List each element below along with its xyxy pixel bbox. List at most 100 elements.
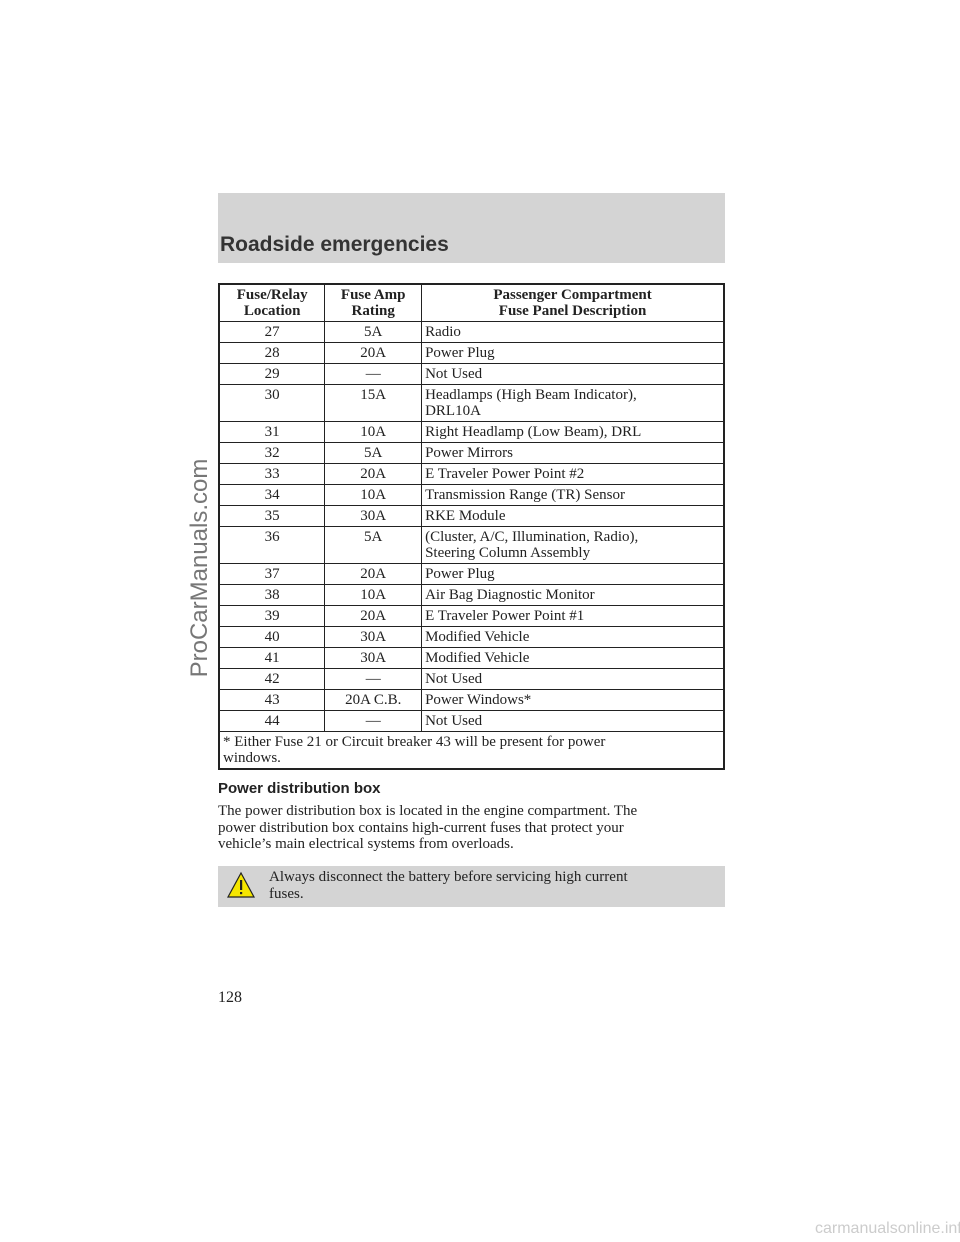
warning-box: Always disconnect the battery before ser… xyxy=(218,866,725,907)
description-line: Radio xyxy=(425,324,461,340)
warning-line: fuses. xyxy=(269,885,304,902)
footnote-line: windows. xyxy=(223,750,281,766)
description: Power Mirrors xyxy=(421,442,725,464)
description-line: DRL10A xyxy=(425,403,481,419)
description: Power Plug xyxy=(421,342,725,364)
fuse-location: 39 xyxy=(218,605,326,627)
header-line: Passenger Compartment xyxy=(493,287,652,303)
table-row: 44— Not Used xyxy=(218,710,725,732)
description: Not Used xyxy=(421,363,725,385)
description-line: RKE Module xyxy=(425,508,506,524)
description: RKE Module xyxy=(421,505,725,527)
table-row: 39 20A E Traveler Power Point #1 xyxy=(218,605,725,627)
amp-rating: 30A xyxy=(324,647,423,669)
table-row: 40 30A Modified Vehicle xyxy=(218,626,725,648)
table-row: 42— Not Used xyxy=(218,668,725,690)
description: (Cluster, A/C, Illumination, Radio), Stee… xyxy=(421,526,725,564)
header-line: Fuse Amp xyxy=(340,287,406,303)
fuse-location: 40 xyxy=(218,626,326,648)
column-header: Fuse Amp Rating xyxy=(324,283,423,322)
description: Not Used xyxy=(421,710,725,732)
description: Headlamps (High Beam Indicator), DRL10A xyxy=(421,384,725,422)
header-row: Fuse/Relay Location Fuse Amp Rating Passenge… xyxy=(218,283,725,322)
fuse-location: 37 xyxy=(218,563,326,585)
description-line: E Traveler Power Point #2 xyxy=(425,466,585,482)
warning-icon xyxy=(226,871,256,898)
paragraph: The power distribution box is located in… xyxy=(218,803,725,853)
amp-rating: 5A xyxy=(324,321,423,343)
description: Modified Vehicle xyxy=(421,647,725,669)
table-row: 32 5A Power Mirrors xyxy=(218,442,725,464)
amp-rating: 20A xyxy=(324,342,423,364)
description: Right Headlamp (Low Beam), DRL xyxy=(421,421,725,443)
amp-rating: 20A C.B. xyxy=(324,689,423,711)
fuse-location: 32 xyxy=(218,442,326,464)
page-number: 128 xyxy=(218,989,242,1006)
footer-watermark: carmanualsonline.info xyxy=(815,1220,960,1237)
description-line: Not Used xyxy=(425,713,483,729)
fuse-location: 30 xyxy=(218,384,326,422)
fuse-table: Fuse/Relay Location Fuse Amp Rating Passenge… xyxy=(218,283,725,770)
table-row: 41 30A Modified Vehicle xyxy=(218,647,725,669)
fuse-location: 38 xyxy=(218,584,326,606)
description: Radio xyxy=(421,321,725,343)
table-row: 35 30A RKE Module xyxy=(218,505,725,527)
table-row: 31 10A Right Headlamp (Low Beam), DRL xyxy=(218,421,725,443)
description-line: Steering Column Assembly xyxy=(425,545,591,561)
description-line: Transmission Range (TR) Sensor xyxy=(425,487,625,503)
amp-rating: — xyxy=(324,668,423,690)
header-line: Fuse/Relay xyxy=(236,287,308,303)
column-header: Passenger Compartment Fuse Panel Descript… xyxy=(421,283,725,322)
description-line: Modified Vehicle xyxy=(425,629,530,645)
warning-text: Always disconnect the battery before ser… xyxy=(269,869,628,902)
column-header: Fuse/Relay Location xyxy=(218,283,326,322)
fuse-location: 28 xyxy=(218,342,326,364)
amp-rating: 15A xyxy=(324,384,423,422)
description-line: Power Windows* xyxy=(425,692,532,708)
header-bar: Roadside emergencies xyxy=(218,193,725,263)
fuse-location: 34 xyxy=(218,484,326,506)
table-row: 28 20A Power Plug xyxy=(218,342,725,364)
description: Power Windows* xyxy=(421,689,725,711)
fuse-location: 41 xyxy=(218,647,326,669)
description-line: Right Headlamp (Low Beam), DRL xyxy=(425,424,642,440)
header-line: Rating xyxy=(351,303,395,319)
amp-rating: 5A xyxy=(324,442,423,464)
description-line: Not Used xyxy=(425,671,483,687)
table-row: 38 10A Air Bag Diagnostic Monitor xyxy=(218,584,725,606)
watermark: ProCarManuals.com xyxy=(186,458,213,678)
fuse-location: 33 xyxy=(218,463,326,485)
fuse-location: 27 xyxy=(218,321,326,343)
fuse-location: 42 xyxy=(218,668,326,690)
fuse-location: 43 xyxy=(218,689,326,711)
description: Power Plug xyxy=(421,563,725,585)
amp-rating: 20A xyxy=(324,605,423,627)
footnote-row: * Either Fuse 21 or Circuit breaker 43 w… xyxy=(218,731,725,770)
description-line: (Cluster, A/C, Illumination, Radio), xyxy=(425,529,639,545)
description: Transmission Range (TR) Sensor xyxy=(421,484,725,506)
table-row: 36 5A (Cluster, A/C, Illumination, Radio),… xyxy=(218,526,725,564)
description-line: Headlamps (High Beam Indicator), xyxy=(425,387,637,403)
warning-line: Always disconnect the battery before ser… xyxy=(269,869,628,885)
amp-rating: — xyxy=(324,710,423,732)
amp-rating: 20A xyxy=(324,563,423,585)
table-row: 30 15A Headlamps (High Beam Indicator), DRL… xyxy=(218,384,725,422)
description-line: Power Mirrors xyxy=(425,445,513,461)
table-row: 33 20A E Traveler Power Point #2 xyxy=(218,463,725,485)
description-line: E Traveler Power Point #1 xyxy=(425,608,585,624)
section-heading: Power distribution box xyxy=(218,780,381,797)
footnote: * Either Fuse 21 or Circuit breaker 43 w… xyxy=(218,731,725,770)
header-title: Roadside emergencies xyxy=(220,233,449,256)
table-row: 37 20A Power Plug xyxy=(218,563,725,585)
table-row: 27 5A Radio xyxy=(218,321,725,343)
section: Power distribution box The power distrib… xyxy=(218,780,725,853)
amp-rating: 5A xyxy=(324,526,423,564)
description: Not Used xyxy=(421,668,725,690)
table-row: 34 10A Transmission Range (TR) Sensor xyxy=(218,484,725,506)
description-line: Modified Vehicle xyxy=(425,650,530,666)
fuse-location: 35 xyxy=(218,505,326,527)
amp-rating: 10A xyxy=(324,584,423,606)
description-line: Not Used xyxy=(425,366,483,382)
paragraph-line: vehicle’s main electrical systems from o… xyxy=(218,836,514,852)
